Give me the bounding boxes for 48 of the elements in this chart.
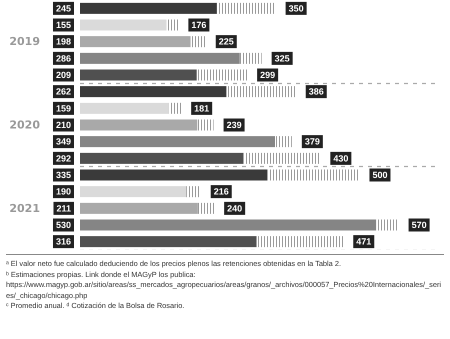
total-label: 386	[308, 86, 324, 97]
data-label: 209	[56, 70, 71, 80]
total-label: 239	[226, 120, 242, 130]
data-label: 286	[56, 53, 71, 64]
bar	[80, 2, 217, 14]
bar	[80, 202, 198, 214]
data-label: 210	[56, 120, 71, 130]
total-label: 216	[214, 186, 229, 197]
total-label: 240	[227, 203, 242, 214]
total-label: 176	[191, 20, 206, 30]
bar	[80, 70, 197, 80]
data-label: 155	[56, 20, 71, 30]
data-label: 198	[56, 36, 71, 47]
data-label: 349	[56, 136, 71, 147]
bar	[80, 170, 268, 180]
bar	[80, 152, 244, 164]
bar	[80, 36, 191, 48]
y-tick-label: 2019	[9, 35, 40, 48]
total-label: 430	[333, 153, 348, 164]
data-label: 530	[56, 220, 71, 230]
data-label: 292	[56, 153, 71, 164]
bar	[80, 120, 198, 130]
y-tick-label: 2021	[9, 202, 40, 215]
bar	[80, 186, 186, 198]
data-label: 190	[56, 186, 71, 197]
total-label: 325	[274, 53, 290, 64]
total-label: 181	[194, 103, 210, 114]
data-label: 245	[56, 3, 71, 14]
total-label: 299	[260, 70, 276, 80]
total-label: 471	[356, 236, 372, 247]
data-label: 316	[56, 236, 71, 247]
bar	[80, 236, 257, 248]
bar	[80, 52, 240, 64]
data-label: 335	[56, 170, 71, 180]
total-label: 350	[288, 3, 304, 14]
data-label: 159	[56, 103, 71, 114]
bar	[80, 136, 276, 148]
y-tick-label: 2020	[9, 118, 40, 132]
total-label: 379	[304, 136, 320, 147]
bar	[80, 20, 167, 30]
total-label: 225	[218, 36, 234, 47]
bar	[80, 220, 376, 230]
data-label: 211	[56, 203, 71, 214]
bar	[80, 102, 169, 114]
bar	[80, 86, 226, 98]
total-label: 570	[412, 220, 427, 230]
total-label: 500	[372, 170, 388, 180]
data-label: 262	[56, 86, 71, 97]
